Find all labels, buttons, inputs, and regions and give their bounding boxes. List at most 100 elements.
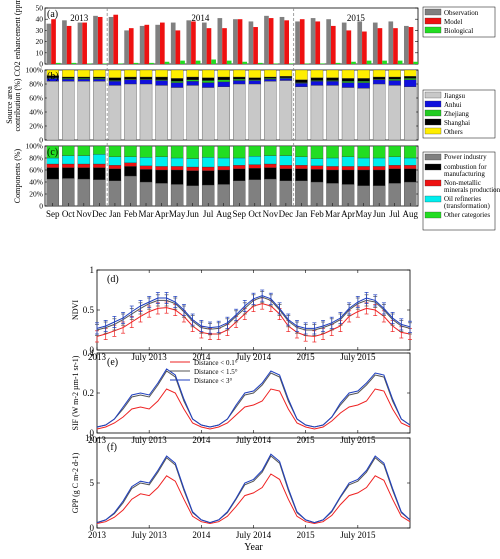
panel-label: (a) bbox=[47, 9, 58, 20]
segment-power-industry bbox=[357, 185, 370, 207]
y-tick-label: 80% bbox=[29, 154, 43, 163]
segment-oil-refineries-transformation- bbox=[124, 156, 137, 163]
segment-combustion-for-manufacturing bbox=[357, 169, 370, 186]
segment-others bbox=[93, 69, 106, 78]
bar-observation bbox=[248, 21, 254, 64]
legend-label: Shanghai bbox=[444, 119, 470, 127]
legend-label: (transformation) bbox=[444, 202, 491, 210]
segment-combustion-for-manufacturing bbox=[326, 169, 339, 184]
bar-biological bbox=[180, 60, 185, 64]
segment-anhui bbox=[201, 82, 215, 88]
segment-anhui bbox=[93, 78, 106, 82]
year-label: 2013 bbox=[70, 13, 89, 23]
segment-anhui bbox=[295, 83, 308, 87]
segment-zhejiang bbox=[357, 81, 370, 83]
bar-biological bbox=[413, 61, 418, 64]
bar-biological bbox=[366, 60, 372, 64]
segment-shanghai bbox=[155, 76, 168, 80]
x-tick-label: Nov bbox=[76, 209, 92, 219]
segment-non-metallic-minerals-production bbox=[217, 166, 230, 171]
segment-combustion-for-manufacturing bbox=[108, 168, 122, 181]
year-label: 2014 bbox=[191, 13, 210, 23]
segment-non-metallic-minerals-production bbox=[295, 165, 308, 169]
segment-non-metallic-minerals-production bbox=[326, 166, 339, 171]
y-axis-label: SIF (W m-2 µm-1 sr-1) bbox=[71, 355, 80, 430]
y-tick-label: 20 bbox=[36, 37, 44, 46]
bar-biological bbox=[133, 62, 139, 64]
segment-others bbox=[170, 69, 184, 79]
segment-anhui bbox=[217, 81, 230, 87]
legend-label: Anhui bbox=[444, 101, 462, 109]
y-tick-label: 0 bbox=[90, 428, 95, 438]
segment-anhui bbox=[139, 79, 153, 85]
segment-shanghai bbox=[108, 77, 122, 81]
bar-observation bbox=[93, 15, 98, 64]
bar-biological bbox=[55, 62, 61, 64]
bar-model bbox=[237, 19, 243, 64]
legend-swatch bbox=[424, 195, 442, 203]
segment-shanghai bbox=[139, 76, 153, 80]
segment-others bbox=[77, 69, 91, 78]
segment-power-industry bbox=[295, 180, 308, 207]
segment-others bbox=[326, 69, 339, 78]
segment-power-industry bbox=[388, 183, 401, 207]
bar-observation bbox=[279, 16, 285, 64]
segment-combustion-for-manufacturing bbox=[310, 169, 324, 183]
segment-other-categories bbox=[93, 145, 106, 155]
x-tick-label: Sep bbox=[233, 209, 247, 219]
legend-label: Model bbox=[444, 18, 462, 26]
segment-zhejiang bbox=[186, 79, 199, 82]
legend-label: Jiangsu bbox=[444, 92, 466, 100]
legend-label: Observation bbox=[444, 9, 479, 17]
segment-power-industry bbox=[372, 185, 386, 207]
segment-non-metallic-minerals-production bbox=[170, 166, 184, 171]
bar-model bbox=[51, 19, 56, 64]
bar-model bbox=[222, 28, 227, 64]
bar-model bbox=[253, 27, 258, 64]
x-tick-label: Apr bbox=[341, 209, 355, 219]
segment-combustion-for-manufacturing bbox=[264, 167, 277, 180]
x-tick-label: Mar bbox=[139, 209, 154, 219]
segment-combustion-for-manufacturing bbox=[295, 168, 308, 181]
segment-power-industry bbox=[93, 179, 106, 207]
bar-observation bbox=[77, 22, 83, 65]
segment-combustion-for-manufacturing bbox=[46, 167, 59, 180]
segment-combustion-for-manufacturing bbox=[248, 168, 262, 180]
segment-others bbox=[186, 69, 199, 78]
x-tick-label: Oct bbox=[248, 209, 261, 219]
legend-swatch bbox=[424, 211, 442, 219]
y-axis-label: contribution (%) bbox=[13, 78, 22, 131]
segment-shanghai bbox=[310, 77, 324, 81]
bar-model bbox=[377, 28, 383, 64]
segment-zhejiang bbox=[217, 79, 230, 83]
bar-model bbox=[160, 22, 165, 65]
segment-shanghai bbox=[62, 76, 75, 79]
y-tick-label: 30 bbox=[36, 26, 44, 35]
x-tick-label: 2015 bbox=[297, 352, 316, 362]
x-tick-label: Apr bbox=[155, 209, 169, 219]
segment-non-metallic-minerals-production bbox=[77, 163, 91, 168]
x-tick-label: July 2013 bbox=[132, 530, 168, 540]
bar-model bbox=[175, 30, 181, 64]
x-tick-label: 2015 bbox=[297, 530, 316, 540]
bar-biological bbox=[118, 63, 123, 64]
y-tick-label: 40% bbox=[29, 178, 43, 187]
bar-model bbox=[330, 25, 336, 65]
segment-others bbox=[341, 69, 355, 79]
segment-other-categories bbox=[108, 145, 122, 157]
segment-combustion-for-manufacturing bbox=[124, 166, 137, 177]
legend-swatch bbox=[424, 127, 442, 135]
bar-observation bbox=[201, 22, 207, 65]
segment-jiangsu bbox=[139, 83, 153, 141]
segment-zhejiang bbox=[404, 78, 417, 80]
segment-oil-refineries-transformation- bbox=[388, 156, 401, 166]
legend-swatch bbox=[424, 118, 442, 126]
bar-model bbox=[66, 25, 72, 65]
segment-combustion-for-manufacturing bbox=[170, 169, 184, 185]
segment-power-industry bbox=[217, 184, 230, 207]
segment-non-metallic-minerals-production bbox=[155, 166, 168, 171]
segment-non-metallic-minerals-production bbox=[310, 165, 324, 170]
bar-biological bbox=[335, 62, 341, 64]
segment-non-metallic-minerals-production bbox=[341, 166, 355, 171]
x-axis-label: Year bbox=[244, 542, 263, 553]
